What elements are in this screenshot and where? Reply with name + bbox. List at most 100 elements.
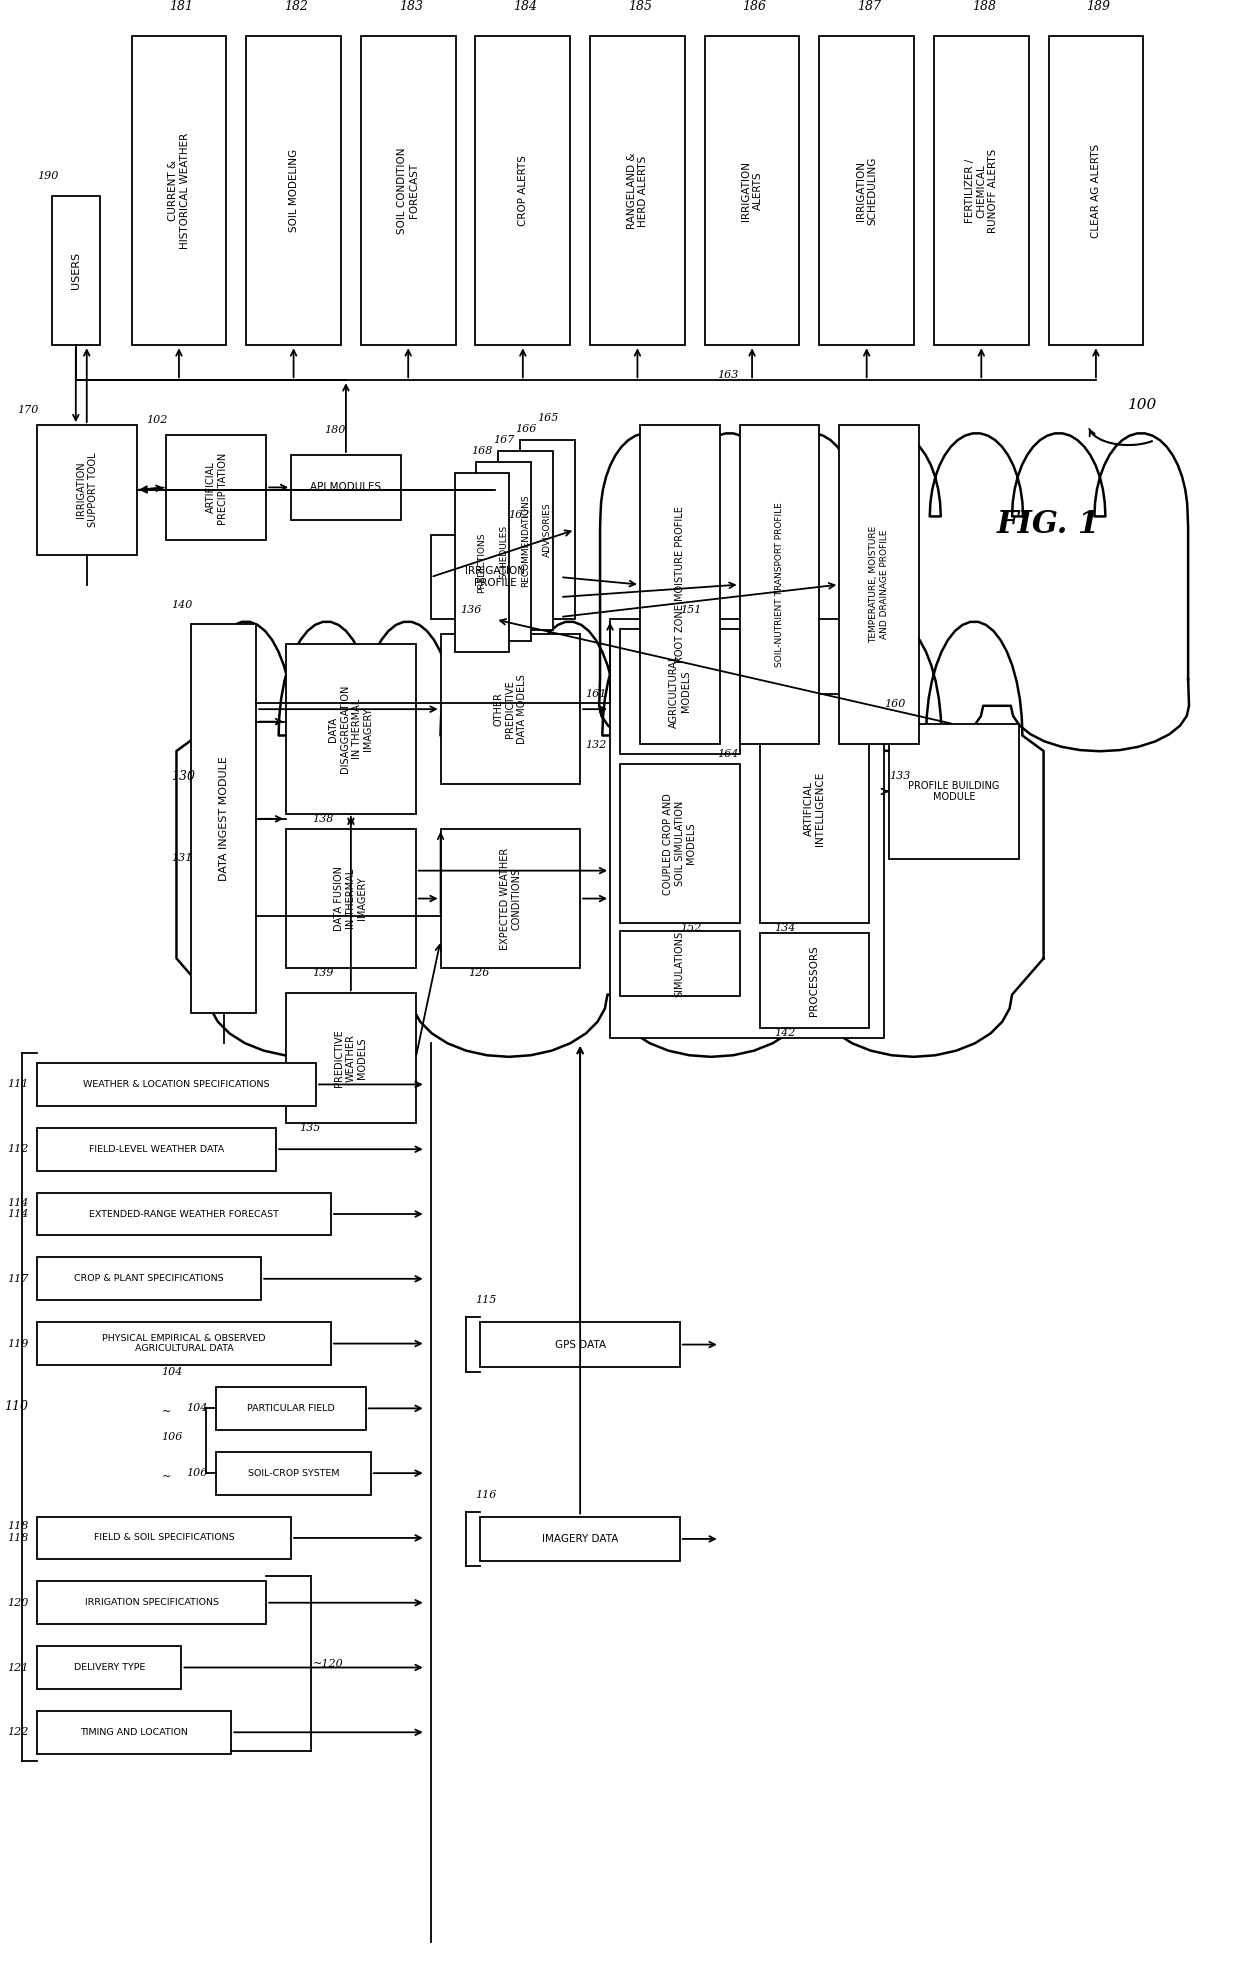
Text: IRRIGATION
ALERTS: IRRIGATION ALERTS [742,162,763,221]
Bar [889,724,1019,858]
Text: 182: 182 [284,0,308,14]
Bar [610,619,884,1037]
Text: PREDICTIVE
WEATHER
MODELS: PREDICTIVE WEATHER MODELS [335,1029,367,1087]
Text: 188: 188 [972,0,996,14]
Text: 140: 140 [171,599,193,609]
Text: 151: 151 [680,605,701,615]
Text: SOIL CONDITION
FORECAST: SOIL CONDITION FORECAST [397,148,419,235]
Text: ~: ~ [161,1471,171,1481]
Text: PREDICTIONS: PREDICTIONS [477,532,486,594]
Bar [37,1321,331,1365]
Bar [52,195,99,345]
Text: PROCESSORS: PROCESSORS [810,945,820,1016]
Text: IMAGERY DATA: IMAGERY DATA [542,1534,619,1544]
Text: 132: 132 [585,740,606,749]
Bar [37,1128,277,1171]
Bar [286,994,415,1122]
Bar [216,1451,371,1495]
Text: RECOMMENDATIONS: RECOMMENDATIONS [521,495,531,588]
Bar [590,35,684,345]
Bar [216,1386,366,1430]
Text: DATA
DISAGGREGATION
IN THERMAL
IMAGERY: DATA DISAGGREGATION IN THERMAL IMAGERY [329,684,373,773]
Text: FIELD & SOIL SPECIFICATIONS: FIELD & SOIL SPECIFICATIONS [94,1534,234,1542]
Text: 165: 165 [537,414,558,424]
Text: ADVISORIES: ADVISORIES [543,503,552,556]
Text: 168: 168 [471,446,492,456]
Text: 116: 116 [475,1489,497,1499]
Text: 181: 181 [170,0,193,14]
Text: ROOT ZONE MOISTURE PROFILE: ROOT ZONE MOISTURE PROFILE [675,507,684,663]
Bar [37,426,136,554]
Text: USERS: USERS [71,252,81,290]
Bar [247,35,341,345]
Text: 112: 112 [7,1144,29,1154]
Bar [620,931,739,996]
Bar [37,1516,291,1560]
Text: 121: 121 [7,1662,29,1672]
Text: 164: 164 [718,749,739,759]
Bar [934,35,1029,345]
Bar [760,694,869,923]
Text: 134: 134 [775,923,796,933]
Text: SCHEDULES: SCHEDULES [500,525,508,578]
Bar [37,1258,262,1300]
Text: 184: 184 [513,0,537,14]
Text: SOIL-NUTRIENT TRANSPORT PROFILE: SOIL-NUTRIENT TRANSPORT PROFILE [775,503,784,667]
Bar [839,426,919,743]
Bar [286,645,415,814]
Text: 111: 111 [7,1079,29,1089]
Bar [37,1582,267,1625]
Text: FIG. 1: FIG. 1 [997,509,1100,540]
Bar [430,534,560,619]
Text: WEATHER & LOCATION SPECIFICATIONS: WEATHER & LOCATION SPECIFICATIONS [83,1081,270,1089]
Text: 126: 126 [469,968,490,978]
Text: IRRIGATION
SUPPORT TOOL: IRRIGATION SUPPORT TOOL [76,454,98,527]
Text: 180: 180 [324,426,346,436]
Text: 102: 102 [146,416,167,426]
Bar [286,828,415,968]
Text: SOIL-CROP SYSTEM: SOIL-CROP SYSTEM [248,1469,340,1477]
Text: 100: 100 [1128,398,1158,412]
Text: 104: 104 [186,1404,208,1414]
Text: PROFILE BUILDING
MODULE: PROFILE BUILDING MODULE [908,781,999,803]
Text: 190: 190 [37,172,58,181]
Text: 166: 166 [515,424,536,434]
Bar [291,456,401,521]
Text: TEMPERATURE, MOISTURE
AND DRAINAGE PROFILE: TEMPERATURE, MOISTURE AND DRAINAGE PROFI… [869,527,889,643]
Bar [704,35,800,345]
Text: 135: 135 [299,1122,320,1132]
Text: 106: 106 [161,1432,182,1442]
Text: FERTILIZER /
CHEMICAL
RUNOFF ALERTS: FERTILIZER / CHEMICAL RUNOFF ALERTS [965,148,998,233]
Text: 167: 167 [494,436,515,446]
Text: 189: 189 [1086,0,1111,14]
Text: SIMULATIONS: SIMULATIONS [675,931,684,998]
Text: 114: 114 [7,1209,29,1219]
Text: 131: 131 [171,852,193,862]
Text: 183: 183 [399,0,423,14]
Bar [361,35,455,345]
Text: 104: 104 [161,1367,182,1376]
Text: DATA FUSION
IN THERMAL
IMAGERY: DATA FUSION IN THERMAL IMAGERY [335,866,367,931]
Text: IRRIGATION
SCHEDULING: IRRIGATION SCHEDULING [856,156,878,225]
Text: EXTENDED-RANGE WEATHER FORECAST: EXTENDED-RANGE WEATHER FORECAST [89,1209,279,1219]
Text: 114: 114 [7,1197,29,1207]
Bar [480,1321,680,1367]
Text: 110: 110 [4,1400,29,1414]
Bar [820,35,914,345]
Text: ~: ~ [161,1406,171,1416]
Text: ARTIFICIAL
PRECIPITATION: ARTIFICIAL PRECIPITATION [206,452,227,523]
Text: 138: 138 [312,814,334,824]
Bar [191,625,257,1014]
Text: ~120: ~120 [312,1658,343,1668]
Text: 161: 161 [585,690,606,700]
Bar [739,426,820,743]
Bar [640,426,719,743]
Text: CROP & PLANT SPECIFICATIONS: CROP & PLANT SPECIFICATIONS [74,1274,224,1284]
Text: CROP ALERTS: CROP ALERTS [518,156,528,227]
Text: 163: 163 [718,371,739,381]
Text: 118: 118 [7,1532,29,1542]
Bar [131,35,227,345]
Bar [620,629,739,753]
Text: 122: 122 [7,1727,29,1737]
Text: 187: 187 [857,0,882,14]
